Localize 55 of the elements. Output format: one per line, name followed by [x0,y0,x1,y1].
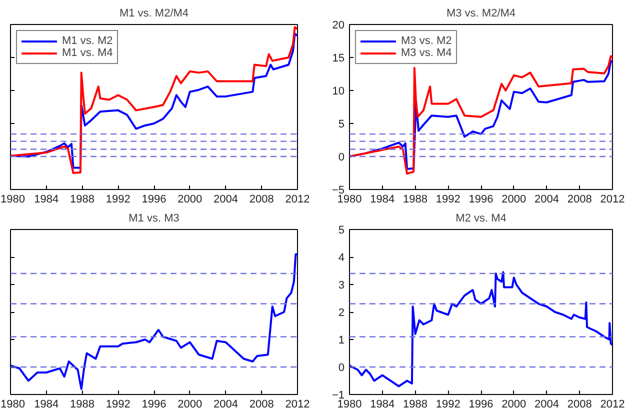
x-tick-label: 1996 [468,194,494,206]
legend-label: M3 vs. M4 [401,47,452,59]
legend-label: M3 vs. M2 [401,35,452,47]
y-tick-label: 0 [338,362,345,374]
chart-title: M1 vs. M3 [128,212,180,224]
x-tick-label: 1980 [337,194,362,206]
y-tick-label: 5 [338,224,345,236]
x-tick-label: 2004 [534,194,559,206]
x-tick-label: 2000 [502,398,526,410]
x-tick-label: 2008 [249,194,274,206]
x-tick-label: 1984 [34,398,59,410]
y-tick-label: 1 [338,334,345,346]
x-tick-label: 1996 [142,194,166,206]
x-tick-label: 2000 [178,194,202,206]
y-tick-label: 20 [332,20,345,32]
x-tick-label: 1988 [403,398,428,410]
x-tick-label: 1980 [0,194,25,206]
x-tick-label: 2004 [534,398,559,410]
x-tick-label: 2000 [502,194,526,206]
x-tick-label: 1984 [370,194,395,206]
x-tick-label: 1996 [142,398,166,410]
x-tick-label: 1980 [337,398,362,410]
x-tick-label: 1996 [468,398,494,410]
y-tick-label: 5 [338,118,345,130]
x-tick-label: 2012 [600,194,625,206]
y-tick-label: 4 [338,252,345,264]
x-tick-label: 1984 [370,398,395,410]
x-tick-label: 1988 [70,398,94,410]
x-tick-label: 1988 [70,194,94,206]
x-tick-label: 2008 [249,398,274,410]
x-tick-label: 1980 [0,398,25,410]
x-tick-label: 1992 [106,194,130,206]
x-tick-label: 1992 [436,194,460,206]
x-tick-label: 1988 [403,194,428,206]
x-tick-label: 1984 [34,194,59,206]
x-tick-label: 2004 [214,398,238,410]
legend-label: M1 vs. M2 [62,35,113,47]
y-tick-label: 2 [338,307,345,319]
legend-label: M1 vs. M4 [62,47,113,59]
x-tick-label: 2012 [600,398,625,410]
x-tick-label: 1992 [436,398,460,410]
y-tick-label: 10 [332,86,345,98]
chart-title: M3 vs. M2/M4 [446,8,516,20]
y-tick-label: 3 [338,280,345,292]
x-tick-label: 2000 [178,398,202,410]
chart-title: M1 vs. M2/M4 [119,8,189,20]
y-tick-label: 15 [332,52,345,64]
x-tick-label: 1992 [106,398,130,410]
chart-title: M2 vs. M4 [456,212,506,224]
x-tick-label: 2012 [285,194,310,206]
x-tick-label: 2012 [285,398,310,410]
x-tick-label: 2004 [214,194,238,206]
x-tick-label: 2008 [567,194,592,206]
x-tick-label: 2008 [567,398,592,410]
y-tick-label: 0 [338,152,345,164]
